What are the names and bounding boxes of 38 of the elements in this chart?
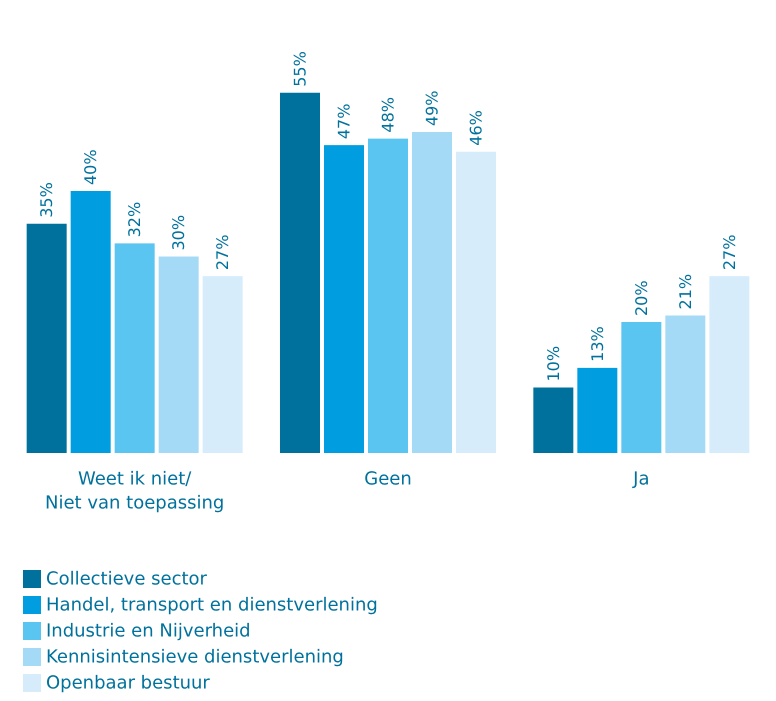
legend-label: Industrie en Nijverheid [46, 620, 251, 642]
bar [158, 256, 199, 453]
x-tick-label: Weet ik niet/ Niet van toepassing [45, 468, 224, 514]
bar [202, 276, 243, 453]
legend-label: Collectieve sector [46, 568, 208, 590]
bar [533, 388, 574, 453]
data-label: 47% [334, 104, 354, 140]
bar [709, 276, 750, 453]
bar [280, 92, 320, 453]
bar [665, 315, 706, 453]
bar [70, 191, 111, 453]
bar [412, 132, 452, 453]
legend-label: Handel, transport en dienstverlening [46, 594, 378, 616]
data-label: 46% [466, 110, 486, 146]
legend-label: Kennisintensieve dienstverlening [46, 646, 344, 668]
data-label: 21% [676, 274, 695, 310]
data-label: 30% [169, 214, 188, 250]
bar [577, 368, 618, 453]
x-tick-label: Geen [364, 468, 412, 490]
x-tick-label: Ja [632, 468, 650, 490]
data-label: 49% [422, 90, 442, 126]
legend-label: Openbaar bestuur [46, 672, 210, 694]
data-label: 27% [720, 234, 739, 270]
bar [621, 322, 662, 453]
bar [26, 224, 67, 453]
bar [324, 145, 364, 453]
data-label: 20% [632, 280, 651, 316]
bar [456, 152, 496, 453]
data-label: 13% [588, 326, 607, 362]
data-label: 10% [544, 346, 563, 382]
data-label: 27% [213, 234, 232, 270]
data-label: 55% [290, 51, 310, 87]
bar [114, 243, 155, 453]
data-label: 48% [378, 97, 398, 133]
bar [368, 138, 408, 453]
data-label: 40% [81, 149, 100, 185]
data-label: 35% [37, 182, 56, 218]
data-label: 32% [125, 202, 144, 238]
